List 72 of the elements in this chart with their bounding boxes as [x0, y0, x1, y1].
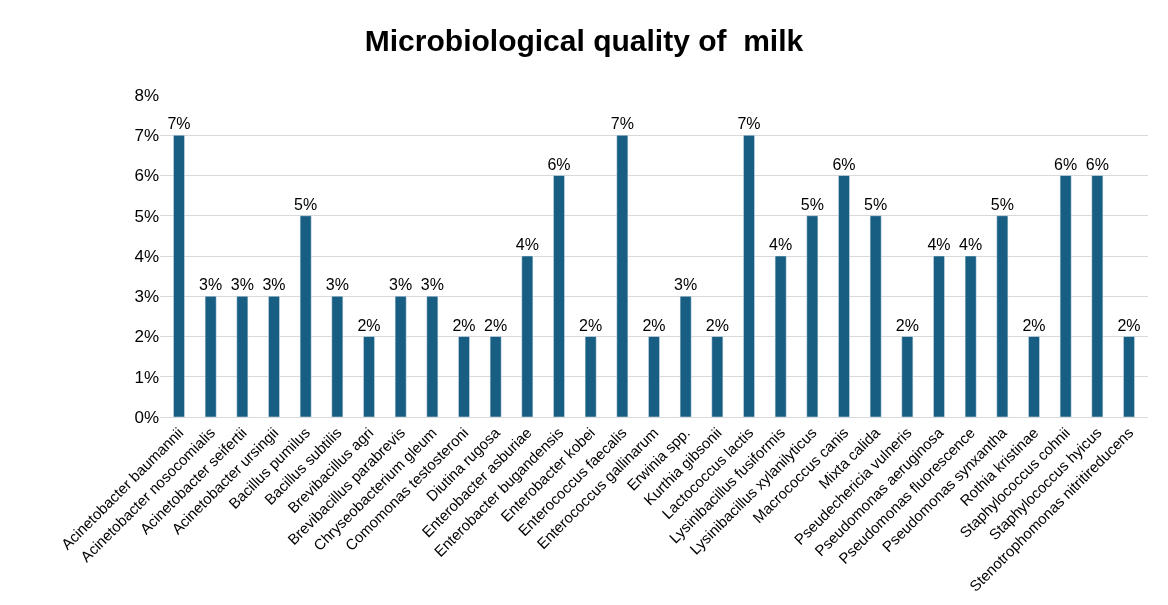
- bar: [838, 175, 850, 417]
- bar: [774, 255, 787, 417]
- data-label: 2%: [357, 316, 381, 334]
- bar: [236, 296, 249, 417]
- data-label: 4%: [927, 236, 951, 253]
- data-label: 6%: [1085, 155, 1109, 173]
- bar: [743, 135, 755, 417]
- bar: [426, 296, 439, 417]
- data-label: 2%: [452, 316, 476, 334]
- bar: [1028, 336, 1040, 417]
- y-tick-label: 2%: [134, 327, 159, 347]
- data-label: 3%: [199, 276, 223, 294]
- data-label: 7%: [167, 115, 191, 133]
- bar: [901, 336, 914, 417]
- bar: [521, 255, 534, 417]
- bar: [584, 336, 597, 417]
- data-label: 5%: [864, 195, 888, 213]
- y-tick-label: 3%: [134, 287, 159, 307]
- data-label: 7%: [737, 115, 761, 133]
- bar: [489, 336, 502, 417]
- bar: [869, 215, 882, 417]
- bar: [1091, 175, 1104, 417]
- bar: [331, 296, 344, 417]
- data-label: 3%: [389, 276, 413, 294]
- data-label: 6%: [1054, 155, 1078, 173]
- y-tick-label: 4%: [134, 246, 159, 266]
- bar: [363, 336, 375, 417]
- data-label: 3%: [674, 276, 698, 294]
- bar: [299, 215, 312, 417]
- data-label: 6%: [832, 155, 856, 173]
- data-label: 2%: [705, 316, 729, 334]
- bar: [268, 296, 280, 417]
- bar: [996, 215, 1009, 417]
- y-tick-label: 6%: [134, 166, 159, 186]
- data-label: 4%: [959, 236, 983, 253]
- bar: [679, 296, 692, 417]
- data-label: 3%: [230, 276, 254, 294]
- chart-title: Microbiological quality of milk: [364, 24, 804, 58]
- bar: [173, 135, 185, 417]
- y-tick-label: 8%: [134, 85, 159, 105]
- data-label: 3%: [420, 276, 444, 294]
- y-tick-label: 1%: [134, 367, 159, 387]
- bar: [711, 336, 724, 417]
- data-label: 5%: [294, 195, 318, 213]
- data-label: 6%: [547, 155, 571, 173]
- data-label: 2%: [484, 316, 508, 334]
- bar: [933, 255, 945, 417]
- data-label: 2%: [1022, 316, 1046, 334]
- y-tick-label: 5%: [134, 206, 159, 226]
- y-tick-label: 7%: [134, 126, 159, 146]
- bar: [964, 255, 977, 417]
- y-tick-label: 0%: [134, 407, 159, 427]
- bar: [458, 336, 470, 417]
- data-label: 3%: [262, 276, 286, 294]
- bar: [1123, 336, 1135, 417]
- bar: [1059, 175, 1072, 417]
- bar: [204, 296, 217, 417]
- data-label: 2%: [642, 316, 666, 334]
- data-label: 2%: [579, 316, 603, 334]
- bar: [553, 175, 565, 417]
- data-label: 4%: [769, 236, 793, 253]
- data-label: 2%: [1117, 316, 1141, 334]
- bar: [616, 135, 629, 417]
- bar: [648, 336, 660, 417]
- data-label: 5%: [800, 195, 824, 213]
- bar: [806, 215, 819, 417]
- data-label: 5%: [990, 195, 1014, 213]
- bar: [394, 296, 407, 417]
- data-label: 7%: [610, 115, 634, 133]
- data-label: 2%: [895, 316, 919, 334]
- data-label: 3%: [325, 276, 349, 294]
- data-label: 4%: [515, 236, 539, 253]
